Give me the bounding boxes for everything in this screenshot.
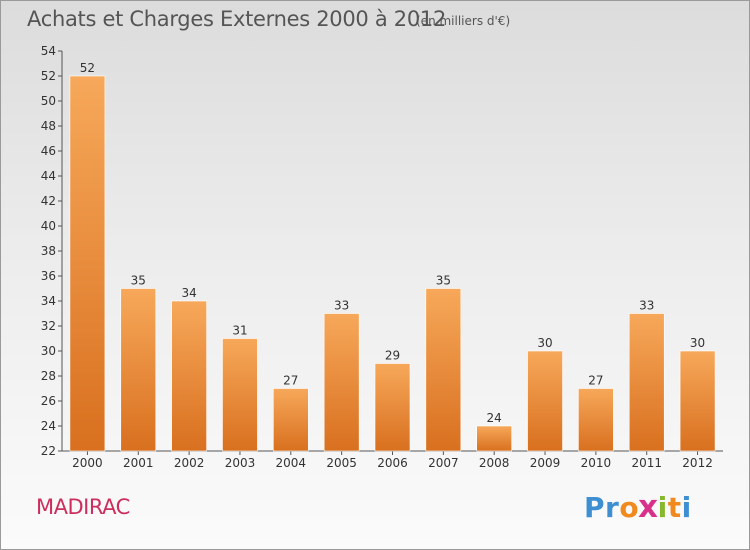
data-label: 31 (232, 324, 247, 338)
bar (476, 425, 512, 452)
x-tick-label: 2012 (682, 456, 713, 470)
y-tick-label: 22 (41, 444, 56, 458)
bar (222, 338, 258, 452)
y-tick-label: 50 (41, 94, 56, 108)
x-tick-label: 2003 (225, 456, 256, 470)
y-tick-label: 44 (41, 169, 56, 183)
data-label: 52 (80, 61, 95, 75)
proxiti-logo: Proxiti (584, 488, 692, 525)
x-tick-label: 2010 (581, 456, 612, 470)
logo-letter: t (667, 491, 682, 524)
bar (323, 313, 360, 452)
place-name: MADIRAC (36, 495, 130, 519)
logo-letter: i (681, 491, 692, 524)
x-tick-label: 2001 (123, 456, 154, 470)
y-tick-label: 32 (41, 319, 56, 333)
bar (527, 350, 563, 452)
logo-letter: r (605, 491, 620, 524)
y-tick-label: 52 (41, 69, 56, 83)
data-label: 35 (436, 274, 451, 288)
data-label: 24 (487, 411, 502, 425)
y-tick-label: 48 (41, 119, 56, 133)
data-label: 34 (181, 286, 196, 300)
logo-letter: P (584, 491, 606, 524)
bar (374, 363, 411, 452)
y-tick-label: 42 (41, 194, 56, 208)
logo-letter: x (638, 488, 659, 525)
y-tick-label: 28 (41, 369, 56, 383)
data-label: 27 (588, 374, 603, 388)
data-label: 30 (690, 336, 705, 350)
x-tick-label: 2004 (276, 456, 307, 470)
x-tick-label: 2007 (428, 456, 459, 470)
logo-letter: i (657, 491, 668, 524)
bar (425, 288, 462, 452)
y-tick-label: 46 (41, 144, 56, 158)
data-label: 33 (639, 299, 654, 313)
chart-subtitle: (en milliers d'€) (416, 14, 511, 28)
bar (679, 350, 716, 452)
data-label: 27 (283, 374, 298, 388)
x-tick-label: 2002 (174, 456, 205, 470)
y-tick-label: 24 (41, 419, 56, 433)
y-tick-label: 38 (41, 244, 56, 258)
data-label: 35 (131, 274, 146, 288)
x-tick-label: 2006 (377, 456, 408, 470)
bar (578, 388, 614, 452)
x-tick-label: 2009 (530, 456, 561, 470)
bar (69, 75, 106, 452)
y-tick-label: 26 (41, 394, 56, 408)
logo-letter: o (619, 491, 640, 524)
y-tick-label: 30 (41, 344, 56, 358)
y-tick-label: 40 (41, 219, 56, 233)
bar (628, 313, 665, 452)
y-tick-label: 54 (41, 44, 56, 58)
x-tick-label: 2000 (72, 456, 103, 470)
data-label: 29 (385, 349, 400, 363)
data-label: 33 (334, 299, 349, 313)
y-tick-label: 34 (41, 294, 56, 308)
data-label: 30 (537, 336, 552, 350)
bar (120, 288, 157, 452)
y-tick-label: 36 (41, 269, 56, 283)
chart-title: Achats et Charges Externes 2000 à 2012 (27, 7, 447, 31)
bar (273, 388, 309, 452)
bar (171, 300, 207, 452)
x-tick-label: 2005 (326, 456, 357, 470)
x-tick-label: 2011 (631, 456, 662, 470)
x-tick-label: 2008 (479, 456, 510, 470)
